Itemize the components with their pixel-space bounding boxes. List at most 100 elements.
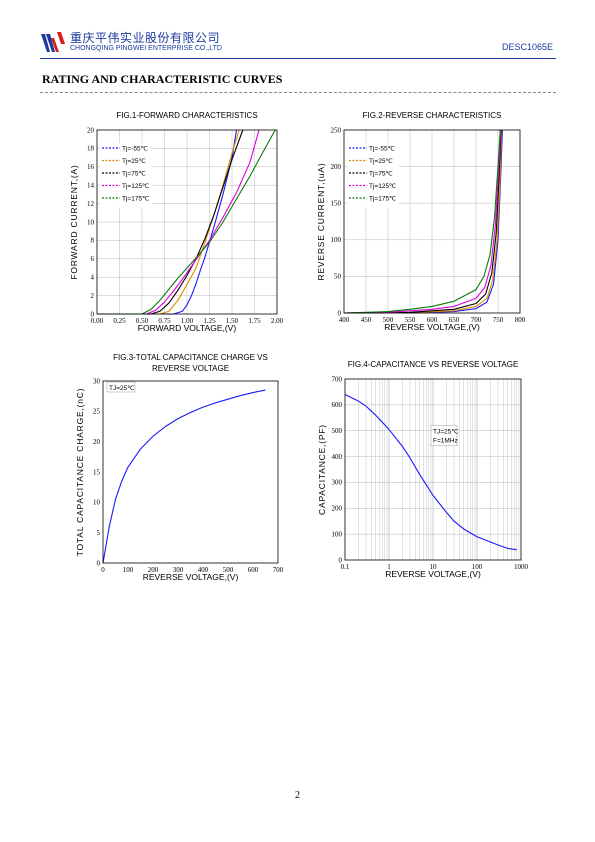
- figure-2-reverse-characteristics: FIG.2-REVERSE CHARACTERISTICS 0 50 100 150 20…: [316, 111, 526, 332]
- y-axis-label: REVERSE CURRENT,(uA): [316, 162, 326, 280]
- y-tick-label: 30: [93, 377, 101, 385]
- y-tick-label: 0: [339, 556, 343, 564]
- series-line-5: [343, 129, 501, 314]
- y-tick-label: 10: [87, 218, 95, 226]
- x-tick-label: 700: [273, 566, 284, 574]
- y-axis-label: CAPACITANCE,(PF): [317, 424, 327, 515]
- legend-entry: Tj=-55℃: [369, 145, 396, 152]
- y-tick-label: 0: [338, 309, 342, 317]
- legend-entry: Tj=125℃: [369, 183, 397, 190]
- y-tick-label: 12: [87, 200, 95, 208]
- y-tick-label: 500: [332, 427, 343, 435]
- x-tick-label: 100: [472, 563, 483, 571]
- y-tick-label: 16: [87, 163, 95, 171]
- legend-entry: Tj=75℃: [122, 170, 146, 177]
- y-tick-label: 150: [331, 200, 342, 208]
- y-tick-label: 18: [87, 145, 95, 153]
- annotation-temp: TJ=25℃: [433, 429, 459, 436]
- x-tick-label: 2.00: [271, 317, 284, 325]
- legend-entry: Tj=125℃: [122, 183, 150, 190]
- y-tick-label: 14: [87, 182, 95, 190]
- x-tick-label: 1.75: [248, 317, 261, 325]
- section-divider: [40, 92, 556, 93]
- x-tick-label: 400: [198, 566, 209, 574]
- series-line-5: [97, 129, 276, 315]
- x-axis-label: FORWARD VOLTAGE,(V): [138, 323, 237, 333]
- y-tick-label: 100: [332, 530, 343, 538]
- plot-frame: [344, 378, 522, 561]
- annotation-box: [106, 381, 136, 393]
- x-tick-label: 750: [493, 316, 504, 324]
- series-line-3: [343, 129, 502, 314]
- x-tick-label: 650: [449, 316, 460, 324]
- y-tick-label: 2: [91, 292, 95, 300]
- x-tick-label: 550: [405, 316, 416, 324]
- x-tick-label: 400: [339, 316, 350, 324]
- y-axis-label: TOTAL CAPACITANCE CHARGE,(nC): [75, 388, 85, 557]
- y-tick-label: 4: [91, 274, 95, 282]
- plot-frame: [102, 380, 279, 564]
- x-tick-label: 600: [427, 316, 438, 324]
- x-tick-label: 600: [248, 566, 259, 574]
- legend: Tj=-55℃ Tj=25℃ Tj=75℃ Tj=125℃ Tj=175℃: [100, 143, 152, 208]
- y-tick-label: 20: [87, 126, 95, 134]
- legend-entry: Tj=175℃: [122, 195, 150, 202]
- x-tick-label: 1.50: [226, 317, 239, 325]
- x-axis-label: REVERSE VOLTAGE,(V): [143, 572, 239, 582]
- y-tick-label: 20: [93, 438, 101, 446]
- chart-title: FIG.1-FORWARD CHARACTERISTICS: [116, 111, 257, 120]
- x-tick-label: 800: [515, 316, 526, 324]
- plot-frame: [343, 129, 521, 314]
- y-tick-label: 0: [97, 559, 101, 567]
- y-tick-label: 400: [332, 453, 343, 461]
- plot-area: [103, 381, 278, 563]
- y-tick-label: 6: [91, 255, 95, 263]
- x-axis-label: REVERSE VOLTAGE,(V): [384, 322, 480, 332]
- figure-1-forward-characteristics: FIG.1-FORWARD CHARACTERISTICS 0 2 4 6 8 10 12 14…: [69, 111, 284, 333]
- chart-title: FIG.3-TOTAL CAPACITANCE CHARGE VS: [113, 353, 268, 362]
- series-line-4: [343, 129, 502, 314]
- legend-box: [100, 143, 152, 208]
- x-tick-label: 0: [101, 566, 105, 574]
- legend-entry: Tj=75℃: [369, 170, 393, 177]
- y-tick-label: 10: [93, 499, 101, 507]
- y-tick-label: 200: [332, 505, 343, 513]
- chart-title: FIG.4-CAPACITANCE VS REVERSE VOLTAGE: [348, 360, 519, 369]
- y-tick-label: 0: [91, 310, 95, 318]
- y-tick-label: 25: [93, 408, 101, 416]
- plot-frame: [96, 129, 278, 315]
- x-tick-label: 100: [123, 566, 134, 574]
- series-line-4: [97, 129, 260, 315]
- y-tick-label: 5: [97, 529, 101, 537]
- x-axis-label: REVERSE VOLTAGE,(V): [385, 569, 481, 579]
- x-tick-label: 0.25: [113, 317, 126, 325]
- legend-entry: Tj=-55℃: [122, 145, 149, 152]
- x-tick-label: 0.00: [91, 317, 104, 325]
- legend-entry: Tj=175℃: [369, 195, 397, 202]
- y-tick-label: 50: [334, 273, 342, 281]
- x-tick-label: 450: [361, 316, 372, 324]
- x-tick-label: 700: [471, 316, 482, 324]
- header-divider: [40, 58, 556, 59]
- x-tick-label: 300: [173, 566, 184, 574]
- page-header: 重庆平伟实业股份有限公司 CHONGQING PINGWEI ENTERPRIS…: [0, 0, 595, 70]
- company-logo-icon: [41, 32, 65, 52]
- legend-entry: Tj=25℃: [122, 158, 146, 165]
- x-tick-label: 1.00: [181, 317, 194, 325]
- x-tick-label: 1: [387, 563, 391, 571]
- x-tick-label: 1000: [514, 563, 529, 571]
- grid: [345, 379, 521, 560]
- series-line-2: [97, 129, 240, 315]
- legend: Tj=-55℃ Tj=25℃ Tj=75℃ Tj=125℃ Tj=175℃: [347, 143, 399, 208]
- x-tick-label: 500: [383, 316, 394, 324]
- y-tick-label: 700: [332, 375, 343, 383]
- chart-title: FIG.2-REVERSE CHARACTERISTICS: [363, 111, 502, 120]
- y-tick-label: 15: [93, 468, 101, 476]
- legend-box: [347, 143, 399, 208]
- figure-4-capacitance-vs-voltage: FIG.4-CAPACITANCE VS REVERSE VOLTAGE 0 100…: [317, 360, 529, 579]
- y-tick-label: 8: [91, 237, 95, 245]
- x-tick-label: 200: [148, 566, 159, 574]
- chart-title-line2: REVERSE VOLTAGE: [152, 364, 229, 373]
- y-tick-label: 100: [331, 236, 342, 244]
- document-code: DESC1065E: [501, 42, 553, 52]
